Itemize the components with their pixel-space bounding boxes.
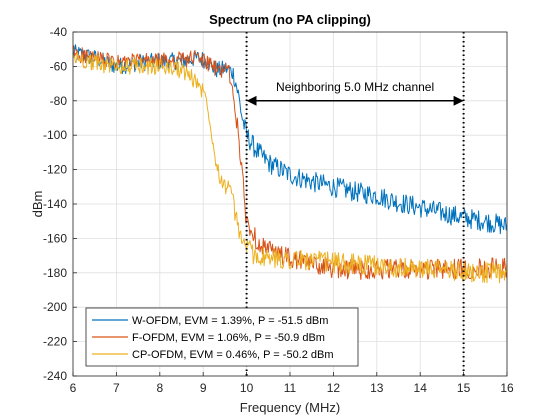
chart-title: Spectrum (no PA clipping) (209, 12, 371, 27)
x-tick-label: 11 (284, 381, 297, 395)
legend-label-f-ofdm: F-OFDM, EVM = 1.06%, P = -50.9 dBm (132, 332, 325, 344)
series-line-0 (73, 44, 507, 235)
y-tick-labels: -240 -220 -200 -180 -160 -140 -120 -100 -80 -60 -4… (43, 25, 67, 383)
y-tick-label: -140 (43, 197, 67, 211)
legend-label-cp-ofdm: CP-OFDM, EVM = 0.46%, P = -50.2 dBm (132, 349, 334, 361)
x-axis-label: Frequency (MHz) (240, 400, 340, 415)
y-tick-label: -220 (43, 335, 67, 349)
y-tick-label: -240 (43, 369, 67, 383)
legend-label-w-ofdm: W-OFDM, EVM = 1.39%, P = -51.5 dBm (132, 315, 328, 327)
x-tick-label: 7 (113, 381, 120, 395)
x-tick-label: 9 (200, 381, 207, 395)
y-tick-label: -200 (43, 300, 67, 314)
y-tick-label: -80 (50, 94, 68, 108)
channel-boundary-lines (245, 32, 465, 376)
x-tick-label: 14 (414, 381, 428, 395)
x-tick-label: 15 (457, 381, 471, 395)
y-tick-label: -60 (50, 59, 68, 73)
legend-box (85, 307, 359, 367)
x-tick-label: 8 (156, 381, 163, 395)
x-tick-label: 12 (327, 381, 341, 395)
x-tick-label: 16 (500, 381, 514, 395)
x-tick-labels: 6 7 8 9 10 11 12 13 14 15 16 (70, 381, 514, 395)
y-axis-label: dBm (30, 191, 45, 218)
channel-annotation: Neighboring 5.0 MHz channel (276, 80, 434, 94)
y-tick-label: -160 (43, 231, 67, 245)
y-tick-label: -180 (43, 266, 67, 280)
axis-ticks (72, 31, 508, 377)
x-tick-label: 6 (70, 381, 77, 395)
y-tick-label: -40 (50, 25, 68, 39)
series-layer (73, 44, 507, 284)
x-tick-label: 10 (240, 381, 254, 395)
y-tick-label: -100 (43, 128, 67, 142)
series-line-2 (73, 52, 507, 284)
legend: W-OFDM, EVM = 1.39%, P = -51.5 dBm F-OFD… (85, 307, 359, 367)
y-tick-label: -120 (43, 163, 67, 177)
x-tick-label: 13 (370, 381, 384, 395)
